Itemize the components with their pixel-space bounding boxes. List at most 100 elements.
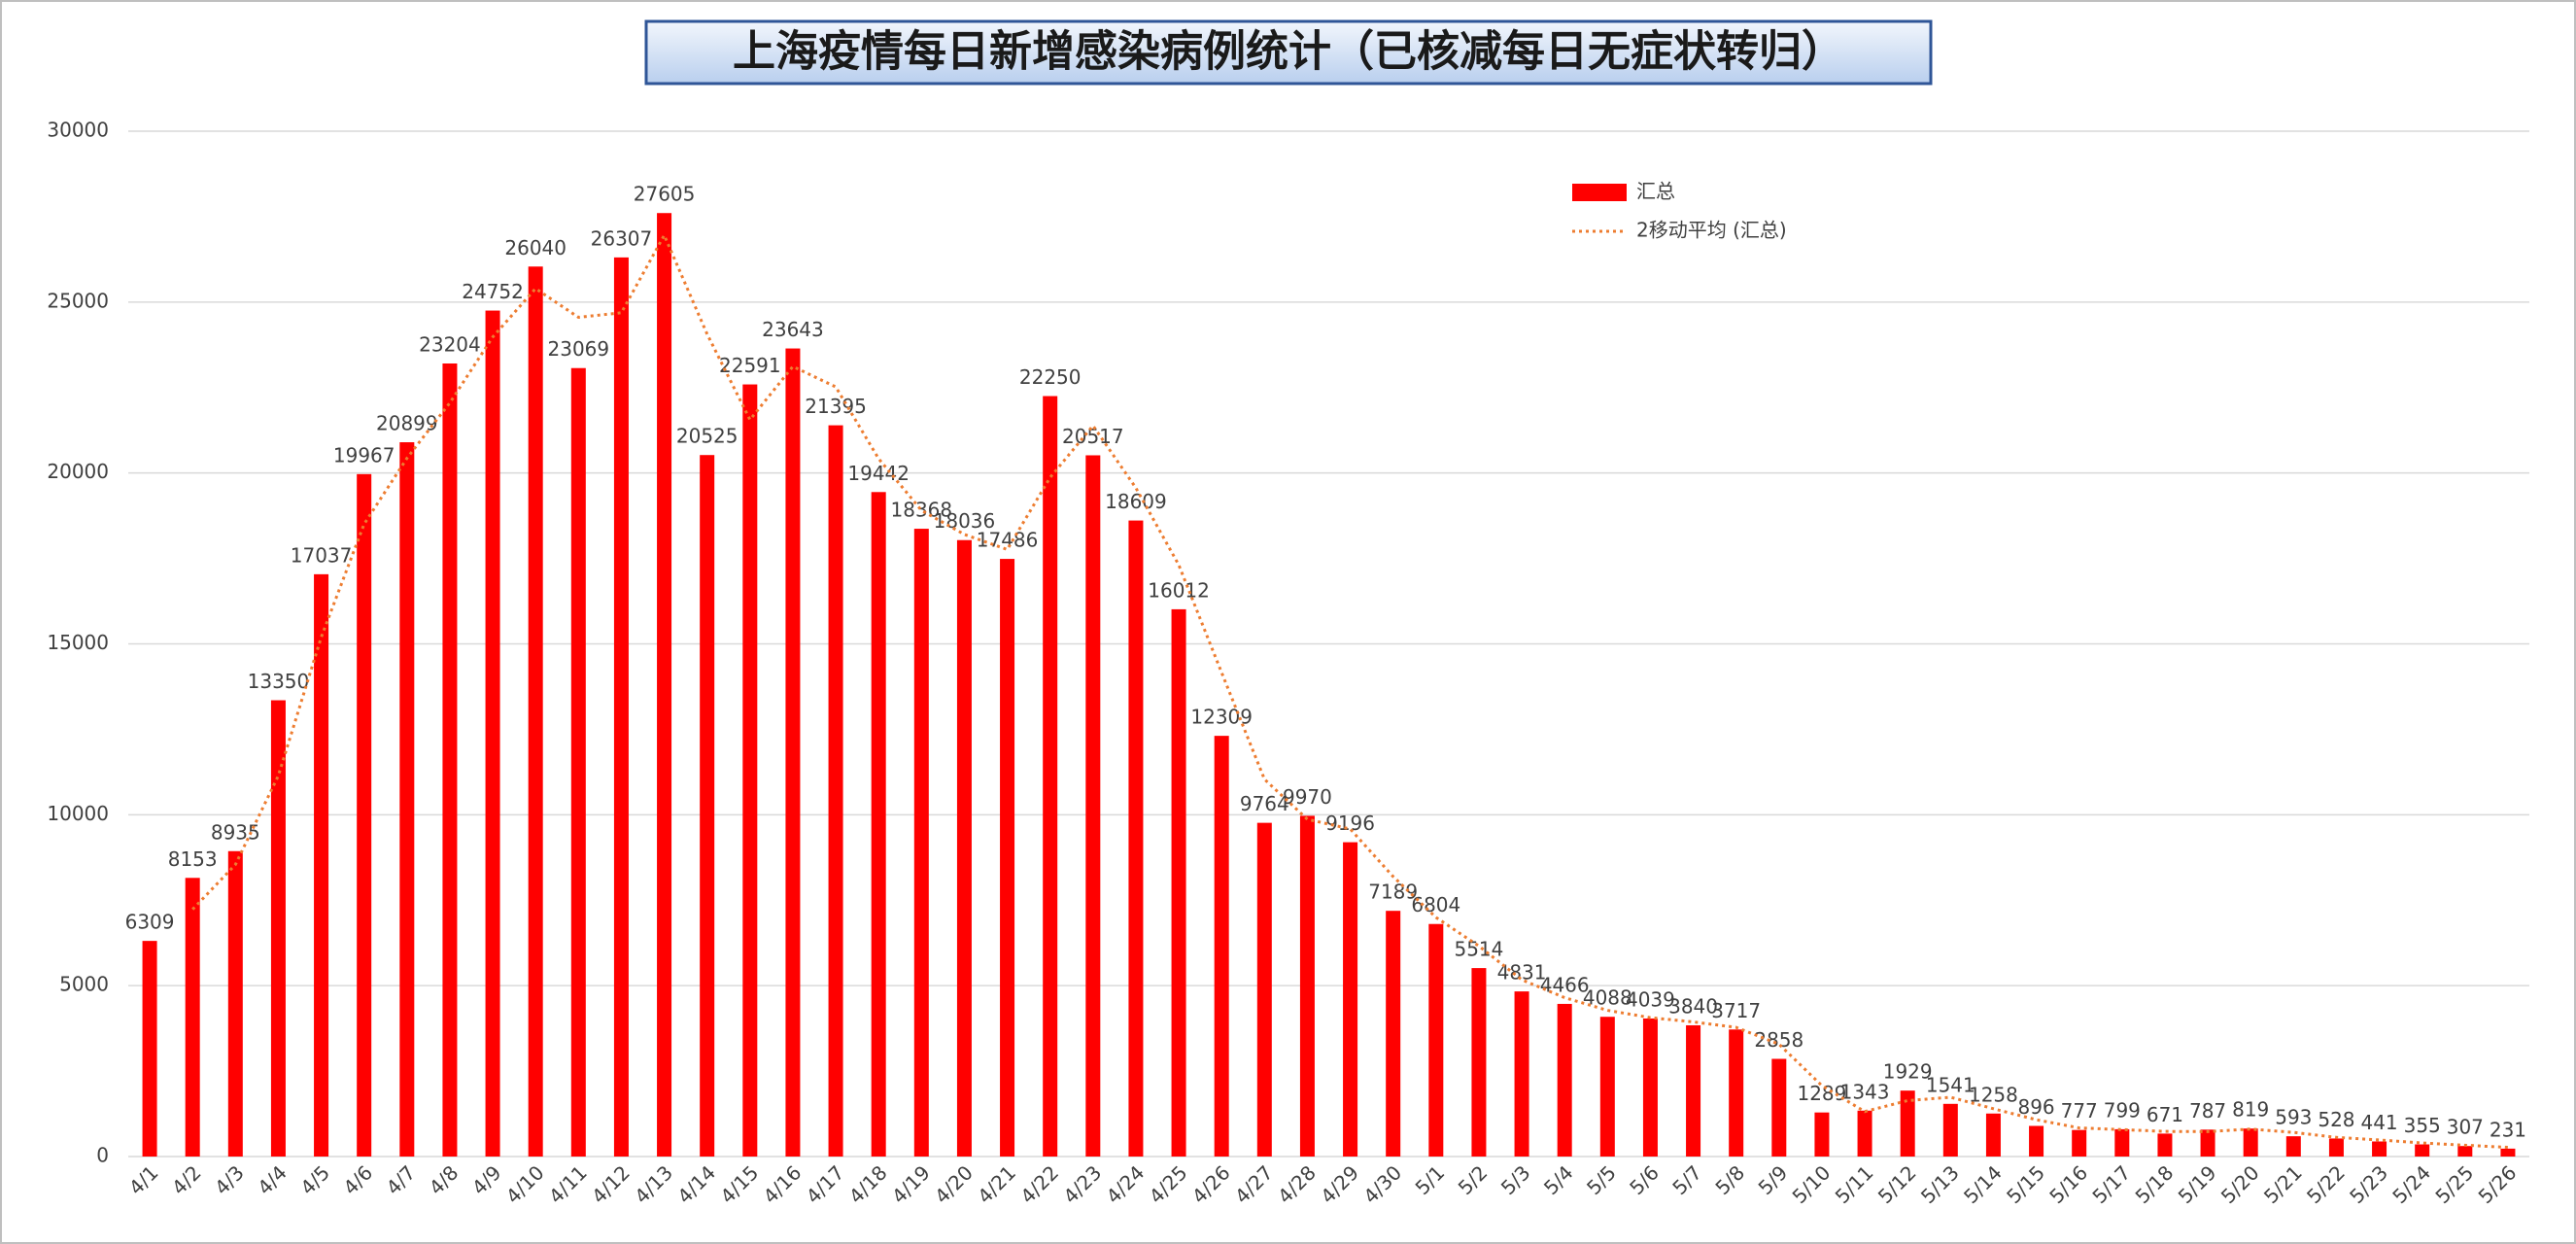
data-label: 27605 (634, 183, 696, 206)
data-label: 19967 (333, 443, 395, 466)
data-label: 17037 (291, 543, 353, 567)
data-label: 787 (2189, 1099, 2226, 1123)
bar (570, 367, 586, 1157)
bar (2072, 1129, 2087, 1157)
data-label: 307 (2447, 1116, 2484, 1139)
bar (956, 539, 972, 1157)
data-label: 6804 (1411, 893, 1460, 916)
data-label: 3717 (1711, 999, 1761, 1022)
legend-swatch (1572, 184, 1627, 201)
data-label: 1289 (1797, 1082, 1846, 1105)
bar (1642, 1018, 1658, 1157)
bar (2372, 1141, 2387, 1157)
data-label: 23069 (548, 337, 610, 361)
data-label: 1343 (1840, 1080, 1890, 1103)
data-label: 17486 (977, 529, 1039, 552)
bar (1043, 396, 1058, 1158)
data-label: 671 (2147, 1103, 2183, 1126)
bar (485, 310, 500, 1157)
bar (2457, 1146, 2473, 1157)
bar (399, 442, 415, 1157)
data-label: 18036 (934, 509, 996, 533)
bar (1128, 520, 1144, 1157)
bar (2029, 1125, 2044, 1157)
y-tick-label: 30000 (47, 119, 109, 142)
bar (2243, 1128, 2258, 1157)
moving-average-line (191, 231, 2509, 1150)
data-label: 1541 (1926, 1073, 1975, 1096)
data-label: 819 (2232, 1098, 2269, 1122)
bar (1299, 815, 1315, 1157)
bar (1471, 968, 1487, 1157)
bar (2285, 1136, 2301, 1157)
bar (1729, 1029, 1744, 1157)
data-label: 7189 (1368, 881, 1418, 904)
data-label: 19442 (847, 462, 910, 485)
bar (1857, 1110, 1872, 1157)
bar (2114, 1128, 2130, 1157)
bar (1514, 991, 1529, 1157)
bar (1171, 608, 1186, 1157)
data-label: 20517 (1062, 425, 1124, 448)
bar (742, 384, 758, 1158)
y-tick-label: 15000 (47, 631, 109, 654)
bar (913, 529, 929, 1157)
y-tick-label: 20000 (47, 460, 109, 483)
data-label: 4831 (1497, 961, 1547, 985)
bar (1386, 911, 1401, 1157)
data-label: 24752 (462, 280, 524, 303)
data-label: 18368 (891, 499, 953, 522)
data-label: 777 (2061, 1099, 2098, 1123)
bar (2200, 1129, 2215, 1157)
data-label: 6309 (125, 911, 175, 934)
bar (227, 850, 243, 1157)
data-label: 441 (2360, 1111, 2397, 1134)
bar (1686, 1024, 1701, 1157)
bar (657, 213, 672, 1157)
bar (1985, 1113, 2001, 1157)
data-label: 21395 (805, 395, 867, 418)
bar (2415, 1144, 2430, 1157)
bar (185, 878, 200, 1157)
data-label: 26307 (591, 226, 653, 250)
data-label: 3840 (1668, 994, 1718, 1018)
bar (2328, 1138, 2344, 1157)
bar (442, 363, 458, 1157)
data-label: 22591 (719, 354, 781, 377)
data-label: 1929 (1883, 1060, 1933, 1084)
bar (528, 266, 543, 1157)
bar (1942, 1103, 1958, 1157)
data-label: 13350 (248, 670, 310, 693)
y-tick-label: 25000 (47, 289, 109, 312)
chart-title: 上海疫情每日新增感染病例统计（已核减每日无症状转归） (733, 27, 1844, 77)
bar (1599, 1017, 1615, 1157)
bar (270, 700, 286, 1157)
data-label: 9196 (1325, 812, 1375, 835)
bar (314, 573, 329, 1157)
bar (1428, 923, 1444, 1157)
y-tick-label: 0 (96, 1144, 109, 1167)
data-label: 593 (2275, 1106, 2312, 1129)
data-label: 18609 (1105, 490, 1167, 513)
bar (1085, 455, 1101, 1158)
data-label: 16012 (1148, 578, 1210, 602)
bar (2500, 1148, 2516, 1157)
data-label: 355 (2404, 1114, 2441, 1137)
data-label: 799 (2104, 1098, 2141, 1122)
data-label: 8153 (168, 847, 218, 871)
data-label: 8935 (211, 820, 260, 844)
bar (785, 348, 801, 1157)
bar (1771, 1058, 1787, 1157)
data-label: 4466 (1540, 973, 1590, 996)
data-label: 1258 (1969, 1083, 2018, 1106)
bar (1343, 842, 1358, 1157)
bar (357, 473, 372, 1158)
bar (1214, 736, 1229, 1157)
data-label: 26040 (504, 236, 567, 259)
bar (1900, 1090, 1915, 1157)
y-tick-label: 10000 (47, 802, 109, 825)
bar (871, 492, 886, 1157)
legend-label: 2移动平均 (汇总) (1636, 219, 1787, 242)
